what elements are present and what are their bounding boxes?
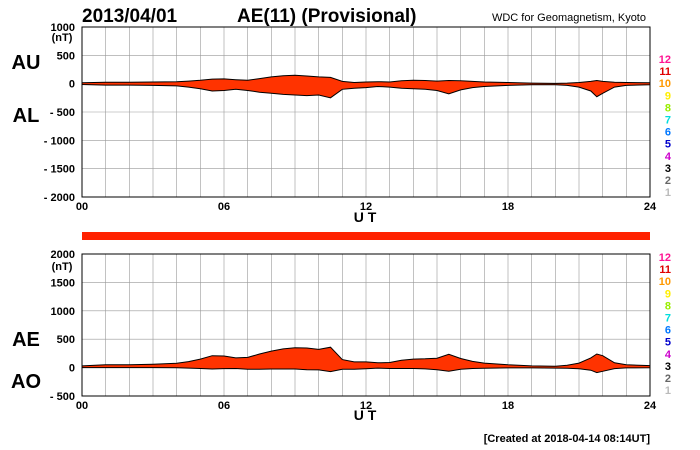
y-tick-label: 500 <box>57 50 75 62</box>
y-tick-label: 0 <box>69 363 75 375</box>
station-number: 4 <box>665 151 672 163</box>
x-tick-label: 18 <box>502 400 514 412</box>
station-number: 12 <box>659 54 671 66</box>
x-tick-label: 00 <box>76 400 88 412</box>
y-unit-label: (nT) <box>52 261 73 273</box>
source-label: WDC for Geomagnetism, Kyoto <box>492 12 646 24</box>
station-number: 5 <box>665 337 671 349</box>
x-tick-label: 12 <box>360 400 372 412</box>
station-number: 1 <box>665 385 671 397</box>
x-tick-label: 18 <box>502 201 514 213</box>
station-number: 1 <box>665 187 671 199</box>
station-number: 12 <box>659 252 671 264</box>
x-axis-label: U T <box>354 209 377 225</box>
series-label-au: AU <box>12 52 41 74</box>
station-number: 10 <box>659 78 671 90</box>
station-number: 3 <box>665 163 671 175</box>
station-number: 11 <box>659 264 671 276</box>
series-label-al: AL <box>13 105 40 127</box>
station-number: 6 <box>665 127 671 139</box>
station-number: 7 <box>665 313 671 325</box>
y-tick-label: - 1500 <box>44 164 75 176</box>
x-tick-labels: 00 06 12 18 24 <box>76 400 657 412</box>
grid <box>82 27 650 197</box>
y-tick-label: 0 <box>69 79 75 91</box>
x-tick-label: 06 <box>218 400 230 412</box>
x-tick-label: 24 <box>644 201 657 213</box>
station-number: 3 <box>665 361 671 373</box>
y-tick-label: - 2000 <box>44 192 75 204</box>
y-tick-label: 1000 <box>51 22 75 34</box>
y-tick-label: - 500 <box>50 391 75 403</box>
chart-title: AE(11) (Provisional) <box>237 6 417 27</box>
y-tick-label: 1000 <box>51 306 75 318</box>
station-number: 7 <box>665 115 671 127</box>
y-tick-label: 2000 <box>51 249 75 261</box>
plot-frame <box>81 26 651 198</box>
x-axis-label: U T <box>354 407 377 423</box>
station-number: 9 <box>665 288 671 300</box>
y-tick-label: - 1000 <box>44 135 75 147</box>
x-tick-label: 00 <box>76 201 88 213</box>
plot-frame <box>81 253 651 397</box>
x-tick-label: 24 <box>644 400 657 412</box>
station-number: 6 <box>665 325 671 337</box>
date-label: 2013/04/01 <box>82 6 178 27</box>
station-number: 5 <box>665 139 671 151</box>
y-tick-label: - 500 <box>50 107 75 119</box>
data-coverage-bar <box>82 232 650 240</box>
station-number: 2 <box>665 373 671 385</box>
station-number: 4 <box>665 349 672 361</box>
x-tick-labels: 00 06 12 18 24 <box>76 201 657 213</box>
y-unit-label: (nT) <box>52 32 73 44</box>
series-label-ae: AE <box>12 329 40 351</box>
station-number: 11 <box>659 66 671 78</box>
x-tick-label: 06 <box>218 201 230 213</box>
y-tick-label: 1500 <box>51 277 75 289</box>
station-number: 10 <box>659 276 671 288</box>
created-timestamp: [Created at 2018-04-14 08:14UT] <box>484 433 651 445</box>
station-number: 9 <box>665 90 671 102</box>
y-tick-labels: 1000 500 0 - 500 - 1000 - 1500 - 2000 <box>44 22 75 204</box>
x-tick-label: 12 <box>360 201 372 213</box>
series-label-ao: AO <box>11 371 41 393</box>
y-tick-labels: 2000 1500 1000 500 0 - 500 <box>50 249 75 403</box>
station-number: 8 <box>665 102 671 114</box>
y-tick-label: 500 <box>57 334 75 346</box>
station-number: 2 <box>665 175 671 187</box>
grid <box>82 254 650 396</box>
station-number: 8 <box>665 300 671 312</box>
